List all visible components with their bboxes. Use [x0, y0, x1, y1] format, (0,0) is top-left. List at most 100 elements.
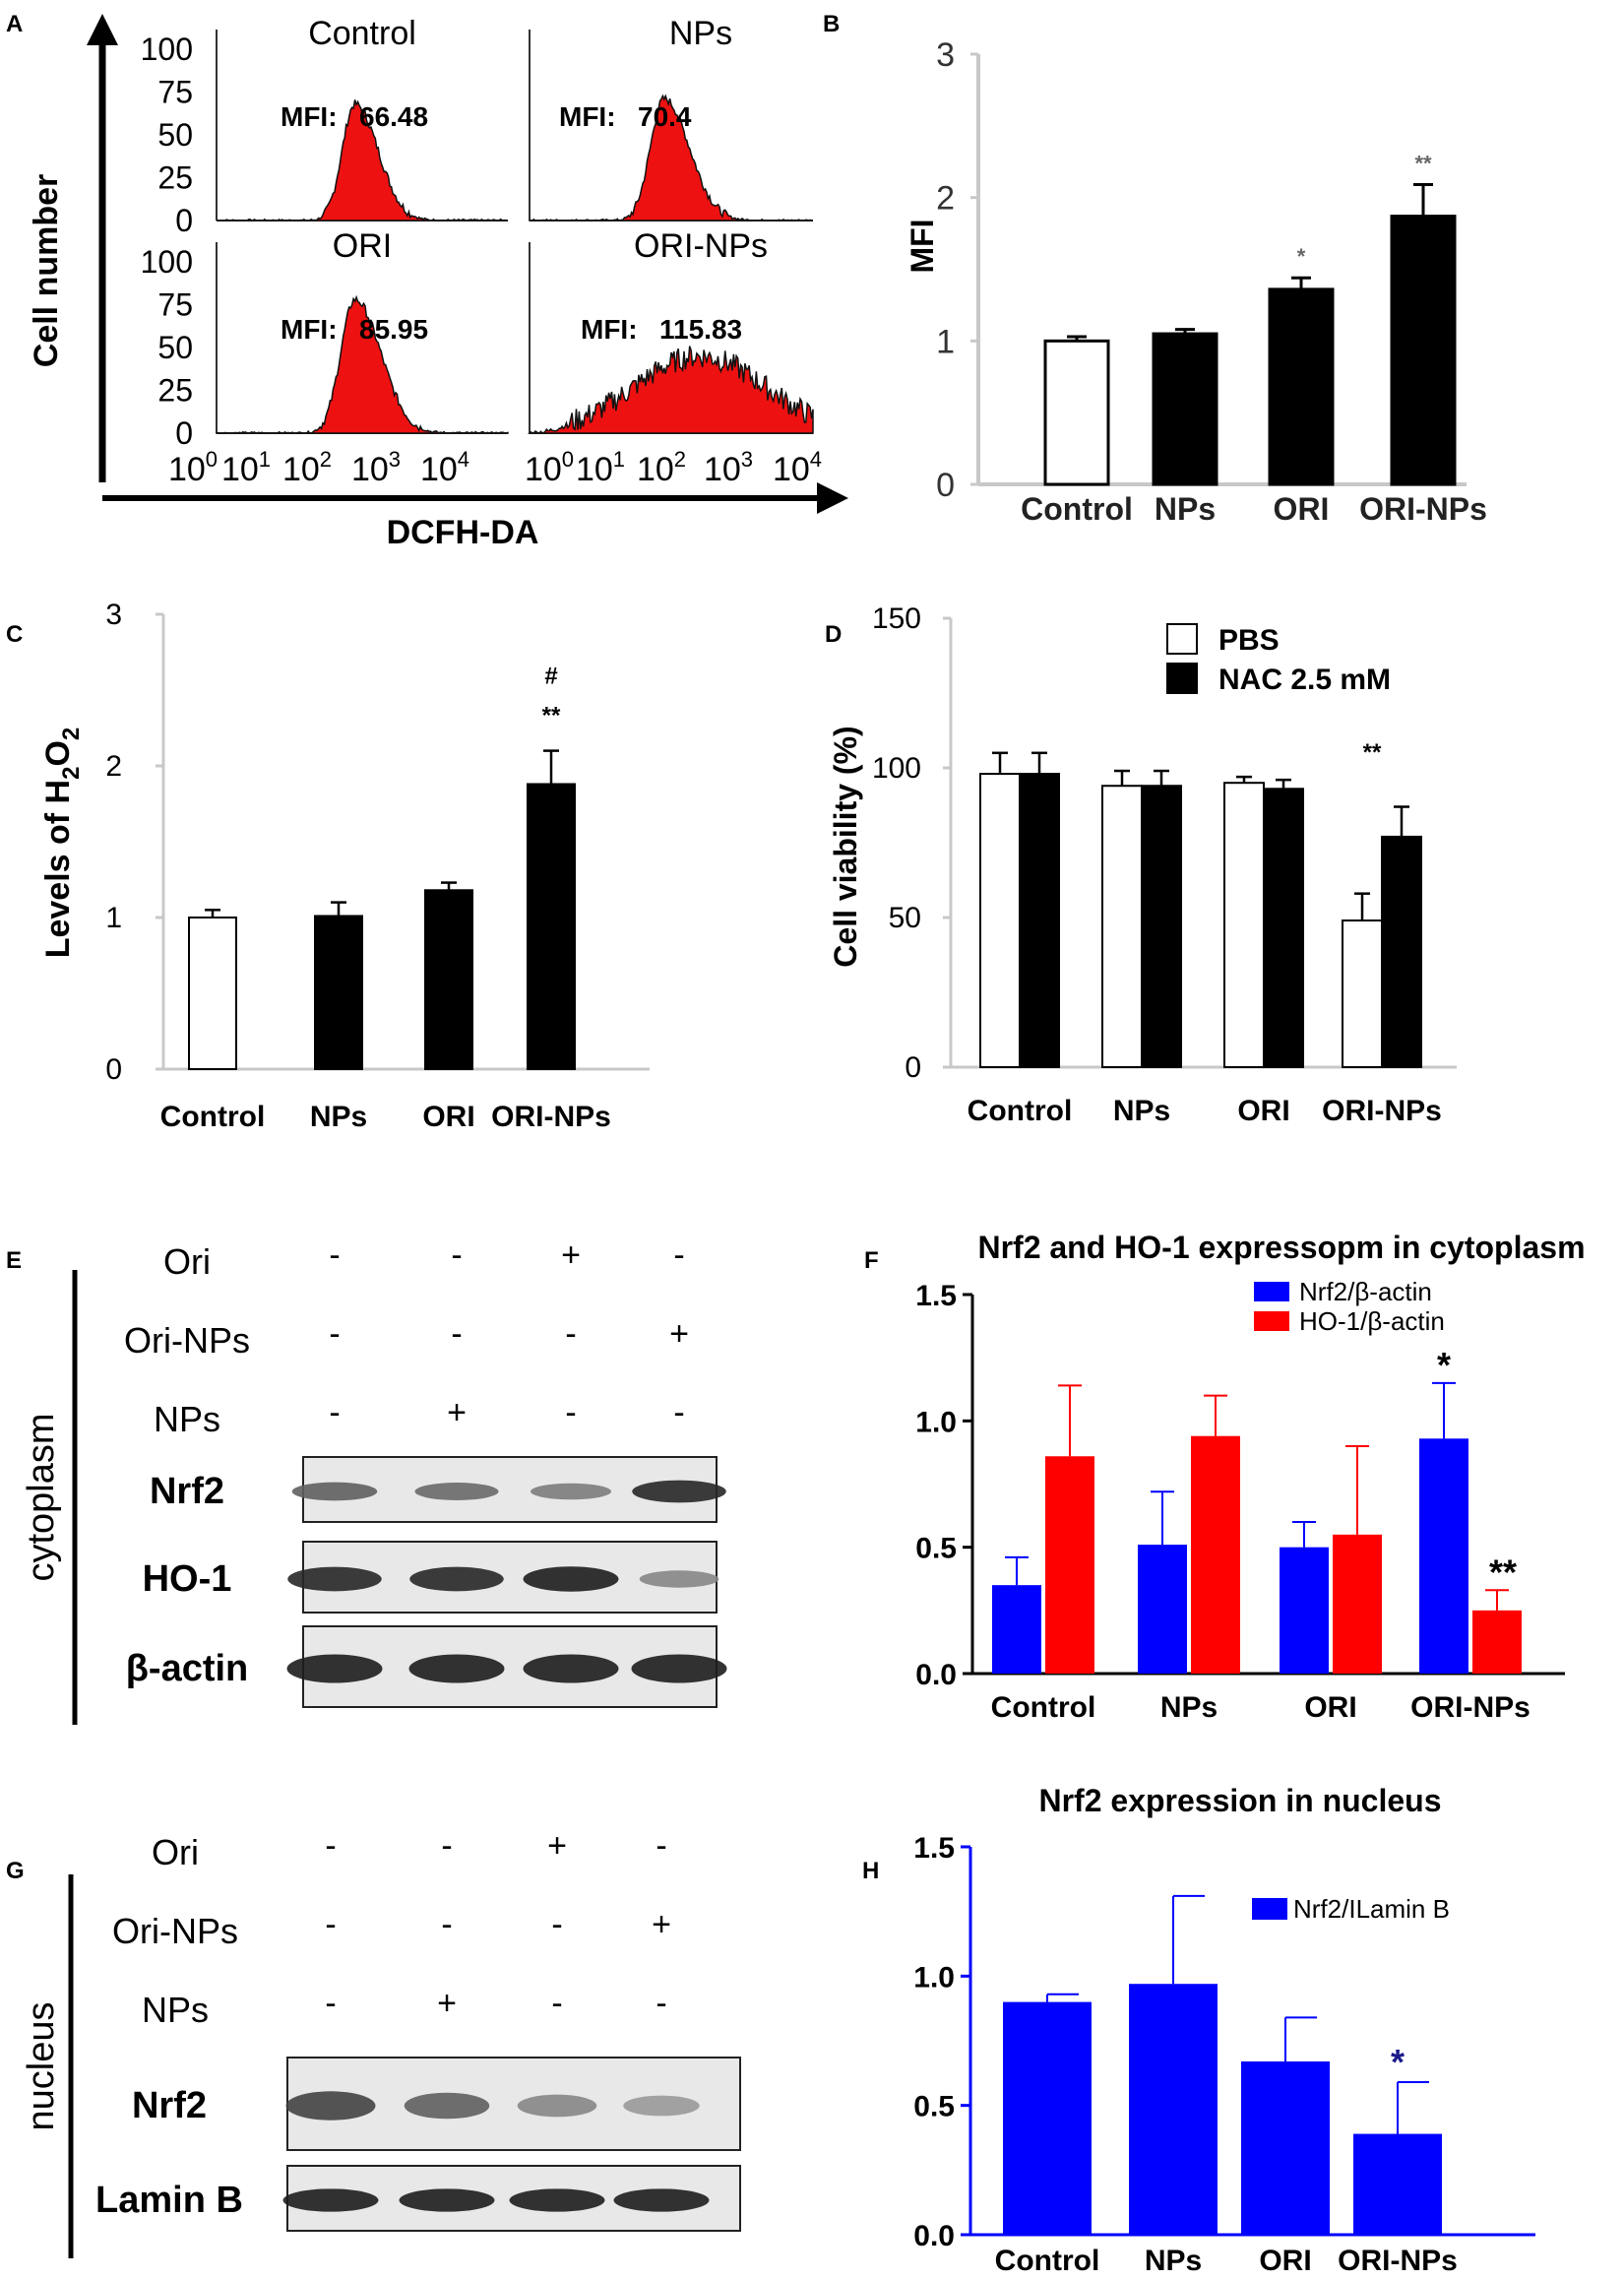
treatment-label-nps: NPs — [142, 1990, 209, 2030]
y-tick-label: 3 — [936, 36, 955, 74]
treatment-sign: - — [551, 1985, 562, 2022]
significance-mark: * — [1437, 1345, 1451, 1385]
panel-e-cytoplasm-western-blot: cytoplasm Ori - - + - Ori-NPs - - - + NPs - + - - Nrf2 HO… — [21, 1236, 727, 1725]
y-tick-0-0: 0 — [175, 203, 193, 238]
panel-h-nucleus-expression-chart: Nrf2 expression in nucleus 0.0 0.5 1.0 1.5 Nr… — [913, 1783, 1535, 2277]
histogram-title: NPs — [669, 15, 732, 52]
band — [408, 1654, 505, 1683]
legend-label-0: Nrf2/ILamin B — [1293, 1894, 1450, 1924]
bar-nps — [314, 915, 363, 1071]
bar-control-1 — [1045, 1456, 1094, 1674]
treatment-sign: + — [652, 1906, 671, 1943]
x-tick-label: ORI — [422, 1101, 474, 1133]
x-tick-label: Control — [160, 1101, 266, 1133]
chart-title: Nrf2 expression in nucleus — [1038, 1783, 1441, 1818]
y-tick-label: 1.0 — [913, 1961, 955, 1994]
x-tick-label: ORI — [1259, 2245, 1311, 2277]
panel-f-cytoplasm-expression-chart: Nrf2 and HO-1 expressopm in cytoplasm 0.0… — [915, 1230, 1585, 1724]
y-tick-label: 1.5 — [915, 1280, 957, 1312]
histogram-title: ORI-NPs — [634, 227, 768, 265]
y-axis-label: MFI — [905, 219, 940, 273]
treatment-sign: - — [325, 1985, 336, 2022]
significance-hash: # — [544, 664, 557, 690]
treatment-sign: - — [551, 1906, 562, 1943]
y-axis-label: Cell viability (%) — [828, 726, 863, 967]
y-tick-0-50: 50 — [157, 117, 193, 153]
treatment-sign: - — [325, 1827, 336, 1865]
y-tick-1-100: 100 — [141, 244, 193, 280]
treatment-sign: - — [329, 1394, 340, 1431]
histogram-title: Control — [308, 15, 416, 52]
y-axis-label: Levels of H2O2 — [39, 728, 85, 959]
histogram-control: Control MFI: 66.48 — [216, 15, 508, 222]
treatment-label-ori-nps: Ori-NPs — [124, 1320, 250, 1361]
bar-ori — [1241, 2061, 1330, 2235]
x-tick-label: ORI-NPs — [491, 1101, 611, 1133]
band — [523, 1566, 619, 1592]
legend-label-0: Nrf2/β-actin — [1299, 1277, 1432, 1306]
bar-ori — [424, 889, 473, 1071]
chart-title: Nrf2 and HO-1 expressopm in cytoplasm — [977, 1230, 1585, 1265]
treatment-label-ori: Ori — [163, 1241, 211, 1282]
bar-control-0 — [992, 1585, 1041, 1674]
treatment-label-nps: NPs — [154, 1399, 220, 1439]
band — [409, 1566, 504, 1592]
x-tick-label: NPs — [1160, 1691, 1218, 1724]
bar-control — [1043, 339, 1110, 486]
treatment-label-ori-nps: Ori-NPs — [112, 1911, 238, 1951]
bar-ori — [1268, 287, 1335, 486]
x-tick-10-pow-4: 104 — [773, 447, 822, 488]
bar-nps — [1152, 332, 1218, 486]
mfi-value: 115.83 — [659, 314, 742, 345]
bar-ori-0 — [1223, 782, 1265, 1068]
band — [639, 1570, 719, 1588]
y-tick-label: 0.0 — [913, 2220, 955, 2252]
significance-mark: ** — [542, 703, 561, 729]
band — [531, 1483, 611, 1500]
x-tick-10-pow-2: 102 — [637, 447, 686, 488]
treatment-sign: + — [669, 1315, 689, 1353]
panel-letter-h: H — [862, 1858, 879, 1884]
mfi-label: MFI: — [281, 101, 338, 132]
panel-letter-c: C — [6, 621, 23, 648]
x-tick-label: Control — [991, 1691, 1096, 1724]
band-label-β-actin: β-actin — [126, 1648, 249, 1689]
band — [509, 2188, 605, 2212]
band — [291, 1482, 378, 1501]
legend-swatch-1 — [1254, 1311, 1289, 1331]
significance-mark: * — [1391, 2042, 1405, 2082]
panel-letters: A B C D E F G H — [6, 11, 879, 1884]
y-tick-label: 1 — [936, 323, 955, 360]
bar-ori-nps — [1390, 215, 1457, 486]
y-tick-label: 0 — [905, 1051, 921, 1084]
x-tick-10-pow-1: 101 — [576, 447, 625, 488]
y-tick-label: 50 — [889, 902, 921, 934]
x-tick-10-pow-0: 100 — [168, 447, 218, 488]
side-label: cytoplasm — [21, 1413, 62, 1581]
legend-swatch-0 — [1252, 1898, 1287, 1920]
bar-ori-0 — [1280, 1547, 1329, 1674]
panel-g-nucleus-western-blot: nucleus Ori - - + - Ori-NPs - - - + NPs - + - - Nrf2 Lami… — [21, 1827, 741, 2258]
treatment-sign: + — [547, 1827, 567, 1865]
mfi-value: 85.95 — [359, 314, 428, 345]
bar-nps-1 — [1191, 1435, 1240, 1674]
histogram-title: ORI — [333, 227, 392, 265]
band — [623, 2095, 700, 2117]
band — [287, 1566, 382, 1592]
treatment-sign: - — [441, 1906, 452, 1943]
y-tick-label: 0.5 — [913, 2091, 955, 2123]
treatment-sign: + — [447, 1394, 467, 1431]
bar-nps-0 — [1101, 785, 1143, 1068]
band — [632, 1480, 726, 1503]
bar-control-0 — [979, 773, 1021, 1069]
x-tick-10-pow-3: 103 — [704, 447, 753, 488]
mfi-value: 66.48 — [359, 101, 428, 132]
bar-nps-1 — [1141, 785, 1182, 1068]
x-tick-label: ORI-NPs — [1322, 1095, 1442, 1127]
band — [517, 2094, 597, 2118]
treatment-sign: - — [656, 1827, 666, 1865]
band-label-ho-1: HO-1 — [143, 1558, 232, 1600]
y-tick-label: 0.5 — [915, 1533, 957, 1565]
y-axis-arrowhead — [87, 14, 118, 45]
